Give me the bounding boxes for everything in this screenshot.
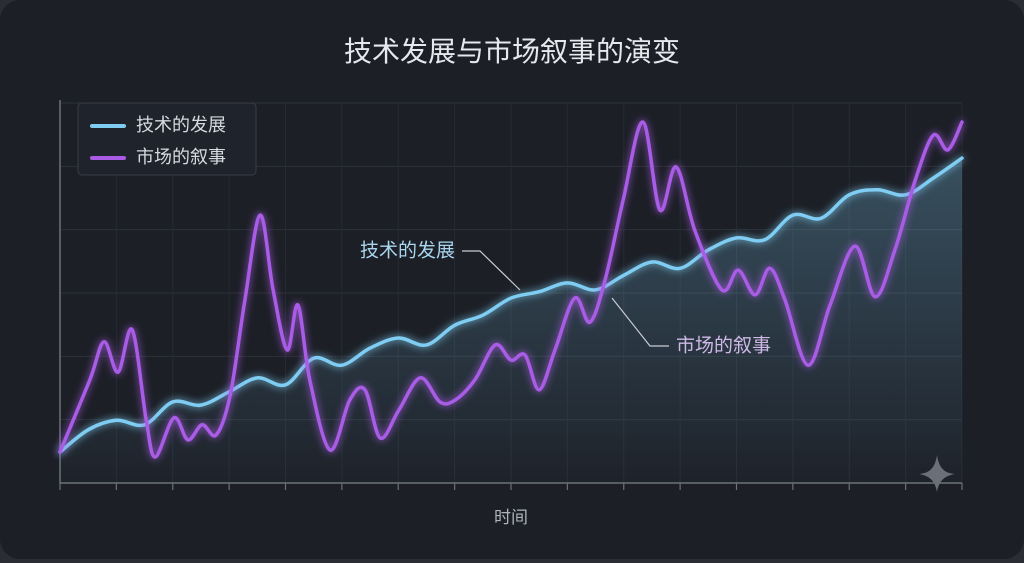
annotation: 技术的发展 — [360, 240, 455, 262]
x-axis-label: 时间 — [494, 508, 528, 528]
line — [58, 120, 964, 459]
line — [58, 156, 964, 454]
annotation-leader — [611, 297, 669, 347]
sparkle-icon — [919, 455, 955, 492]
legend-label: 技术的发展 — [136, 115, 226, 136]
annotation-leader — [462, 250, 521, 291]
annotation: 市场的叙事 — [676, 335, 771, 357]
chart-title: 技术发展与市场叙事的演变 — [344, 35, 680, 68]
legend-label: 市场的叙事 — [136, 147, 226, 168]
